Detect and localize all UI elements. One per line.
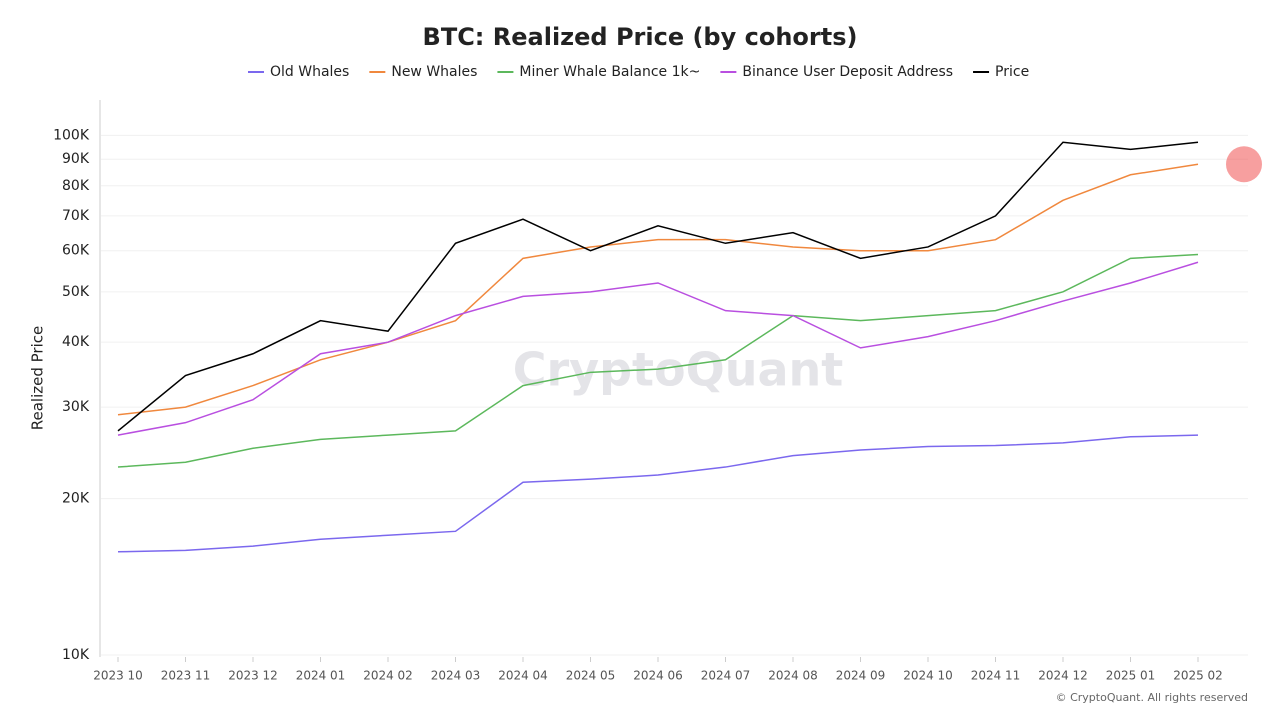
y-tick-label: 100K	[53, 127, 90, 143]
x-tick-label: 2024 03	[431, 669, 481, 683]
y-tick-label: 20K	[62, 491, 90, 507]
x-tick-label: 2024 01	[296, 669, 346, 683]
x-tick-label: 2024 04	[498, 669, 548, 683]
y-tick-label: 10K	[62, 647, 90, 663]
series-line	[117, 253, 1199, 468]
series-line	[117, 434, 1199, 553]
series-line	[117, 141, 1199, 432]
legend: Old Whales New Whales Miner Whale Balance …	[248, 64, 1029, 80]
x-tick-label: 2023 12	[228, 669, 278, 683]
y-tick-label: 30K	[62, 399, 90, 415]
x-tick-label: 2024 02	[363, 669, 413, 683]
highlight	[1226, 146, 1262, 183]
chart-title: BTC: Realized Price (by cohorts)	[423, 23, 858, 51]
x-tick-label: 2024 09	[836, 669, 886, 683]
credit: © CryptoQuant. All rights reserved	[1056, 691, 1248, 704]
x-tick-label: 2025 01	[1106, 669, 1156, 683]
legend-label: Miner Whale Balance 1k~	[519, 64, 700, 80]
series-line	[117, 261, 1199, 436]
x-tick-label: 2023 11	[161, 669, 211, 683]
x-tick-label: 2024 11	[971, 669, 1021, 683]
x-tick-label: 2024 10	[903, 669, 953, 683]
legend-label: Binance User Deposit Address	[742, 64, 953, 80]
x-tick-label: 2023 10	[93, 669, 143, 683]
watermark: CryptoQuant	[513, 343, 844, 397]
y-tick-label: 60K	[62, 243, 90, 259]
x-tick-label: 2024 08	[768, 669, 818, 683]
y-tick-label: 50K	[62, 284, 90, 300]
x-tick-label: 2024 06	[633, 669, 683, 683]
x-tick-label: 2024 12	[1038, 669, 1088, 683]
x-tick-label: 2024 05	[566, 669, 616, 683]
y-tick-label: 70K	[62, 208, 90, 224]
y-tick-label: 90K	[62, 151, 90, 167]
x-tick-label: 2024 07	[701, 669, 751, 683]
y-tick-label: 80K	[62, 178, 90, 194]
y-tick-label: 40K	[62, 334, 90, 350]
legend-label: New Whales	[391, 64, 477, 80]
x-tick-label: 2025 02	[1173, 669, 1223, 683]
legend-label: Price	[995, 64, 1029, 80]
legend-label: Old Whales	[270, 64, 349, 80]
y-axis-label: Realized Price	[29, 326, 47, 431]
